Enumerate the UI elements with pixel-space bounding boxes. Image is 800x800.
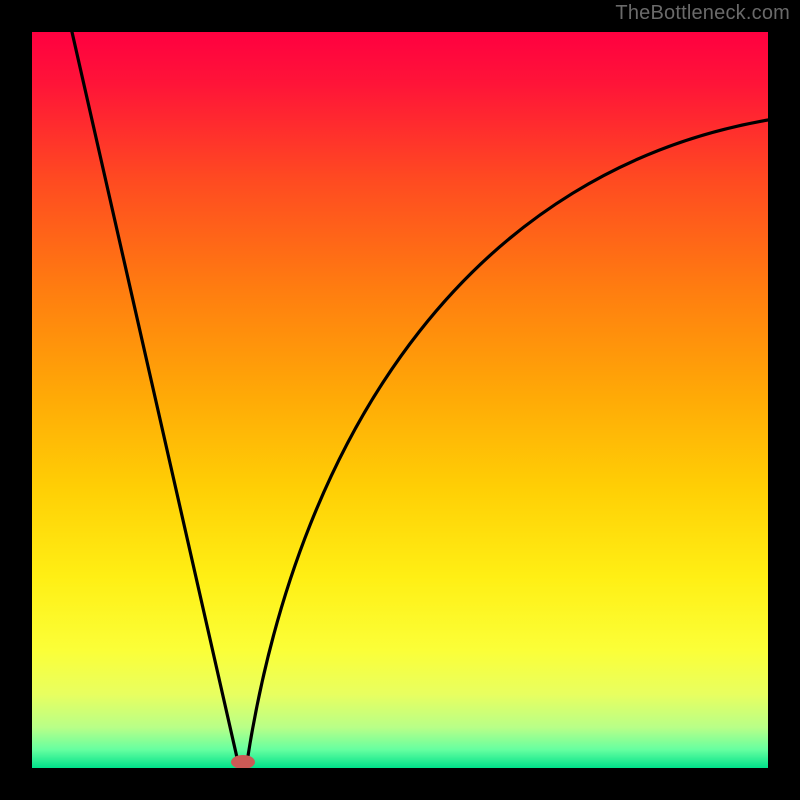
minimum-marker xyxy=(231,755,255,769)
plot-background-gradient xyxy=(32,32,768,768)
bottleneck-curve-plot xyxy=(0,0,800,800)
watermark-text: TheBottleneck.com xyxy=(615,2,790,25)
